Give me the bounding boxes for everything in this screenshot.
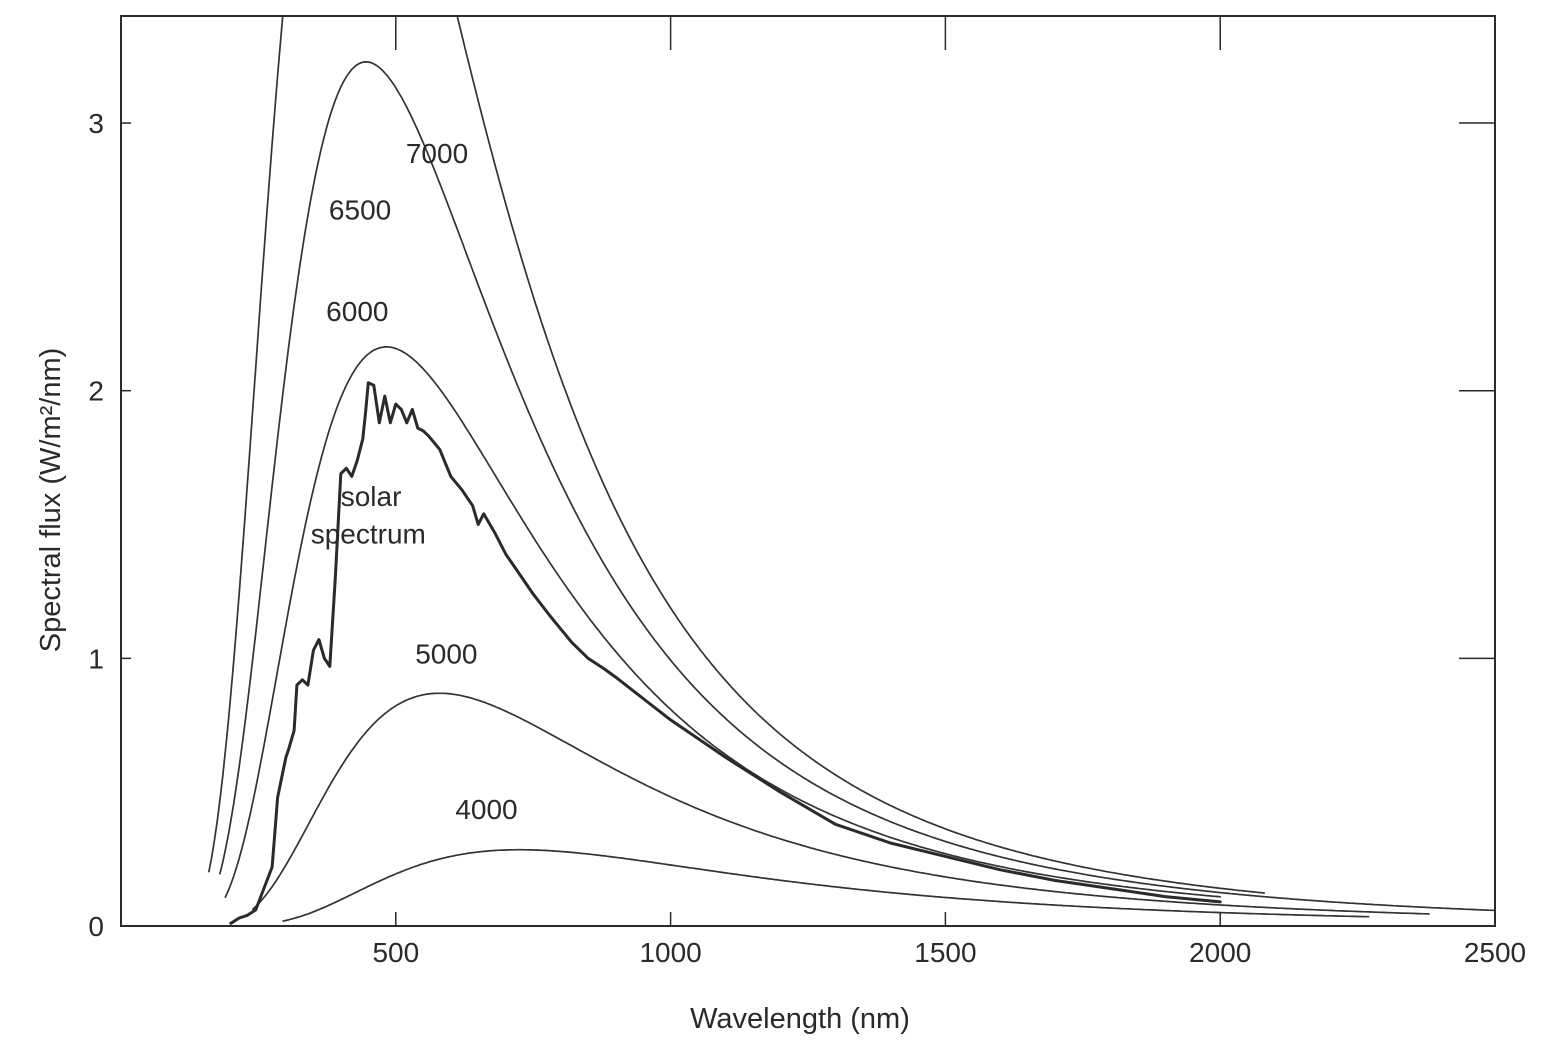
x-tick-label: 2000	[1189, 937, 1251, 968]
series-line-6500	[219, 61, 1495, 912]
y-axis-title: Spectral flux (W/m²/nm)	[35, 348, 67, 653]
y-tick-label: 3	[88, 108, 104, 139]
series-label: 6000	[326, 296, 388, 327]
x-tick-label: 1500	[914, 937, 976, 968]
series-line-7000	[208, 16, 1266, 894]
y-tick-label: 2	[88, 376, 104, 407]
plot-frame	[120, 15, 1496, 927]
series-label: 7000	[406, 138, 468, 169]
series-line-4000	[282, 848, 1370, 922]
y-tick-label: 0	[88, 911, 104, 942]
series-label: 6500	[329, 194, 391, 225]
series-label: 5000	[415, 639, 477, 670]
axis-ticks: 500 1000 1500 2000 2500 0 1 2 3	[88, 16, 1526, 968]
series-label: solar	[341, 481, 402, 512]
plot-area	[208, 16, 1495, 925]
series-line-solar-spectrum	[229, 381, 1222, 925]
series-line-6000	[224, 346, 1222, 898]
x-tick-label: 2500	[1464, 937, 1526, 968]
series-labels: 7000 6500 6000 solar spectrum 5000 4000	[311, 138, 518, 825]
series-line-5000	[252, 692, 1430, 915]
series-label: 4000	[455, 794, 517, 825]
x-axis-title: Wavelength (nm)	[690, 1003, 910, 1035]
x-tick-label: 500	[372, 937, 419, 968]
x-tick-label: 1000	[639, 937, 701, 968]
y-tick-label: 1	[88, 643, 104, 674]
series-label: spectrum	[311, 518, 426, 549]
